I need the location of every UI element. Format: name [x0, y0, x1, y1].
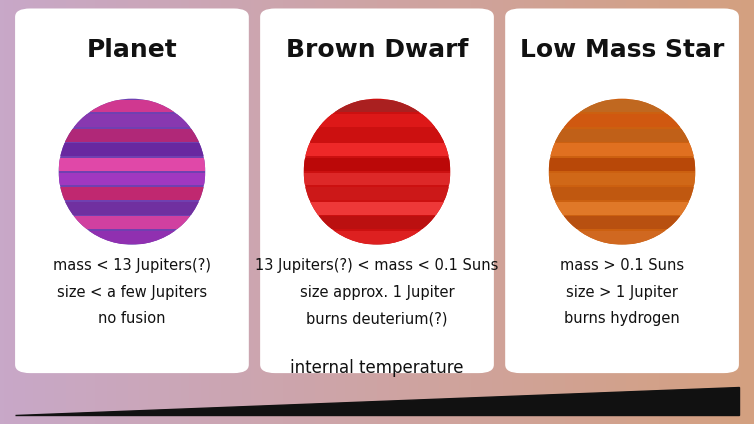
Bar	[549, 129, 695, 142]
Text: burns hydrogen: burns hydrogen	[564, 312, 680, 326]
Ellipse shape	[59, 99, 205, 245]
Bar	[304, 114, 450, 127]
Bar	[59, 216, 205, 229]
Text: size approx. 1 Jupiter: size approx. 1 Jupiter	[299, 285, 455, 300]
Ellipse shape	[549, 99, 695, 245]
Bar	[304, 129, 450, 142]
Bar	[59, 114, 205, 127]
Bar	[549, 187, 695, 200]
Bar	[549, 231, 695, 244]
FancyBboxPatch shape	[260, 8, 494, 373]
Text: Low Mass Star: Low Mass Star	[520, 38, 725, 62]
Bar	[59, 187, 205, 200]
FancyBboxPatch shape	[505, 8, 739, 373]
Text: internal temperature: internal temperature	[290, 359, 464, 377]
Bar	[304, 187, 450, 200]
Text: Planet: Planet	[87, 38, 177, 62]
Bar	[59, 173, 205, 185]
Ellipse shape	[304, 99, 450, 245]
Text: no fusion: no fusion	[98, 312, 166, 326]
Text: size > 1 Jupiter: size > 1 Jupiter	[566, 285, 678, 300]
Bar	[304, 173, 450, 185]
Text: burns deuterium(?): burns deuterium(?)	[306, 312, 448, 326]
Bar	[549, 100, 695, 112]
Bar	[549, 202, 695, 215]
Text: size < a few Jupiters: size < a few Jupiters	[57, 285, 207, 300]
Bar	[304, 143, 450, 156]
Bar	[59, 202, 205, 215]
Text: mass > 0.1 Suns: mass > 0.1 Suns	[560, 258, 684, 273]
Bar	[549, 114, 695, 127]
Ellipse shape	[304, 99, 450, 245]
Bar	[549, 216, 695, 229]
Text: 13 Jupiters(?) < mass < 0.1 Suns: 13 Jupiters(?) < mass < 0.1 Suns	[256, 258, 498, 273]
Bar	[59, 143, 205, 156]
FancyBboxPatch shape	[15, 8, 249, 373]
Bar	[304, 231, 450, 244]
Bar	[549, 143, 695, 156]
Bar	[59, 158, 205, 171]
Bar	[304, 100, 450, 112]
Bar	[59, 100, 205, 112]
Bar	[59, 129, 205, 142]
Bar	[549, 158, 695, 171]
Text: mass < 13 Jupiters(?): mass < 13 Jupiters(?)	[53, 258, 211, 273]
Bar	[304, 158, 450, 171]
Ellipse shape	[59, 99, 205, 245]
Polygon shape	[15, 387, 739, 415]
Ellipse shape	[549, 99, 695, 245]
Bar	[304, 202, 450, 215]
Bar	[304, 216, 450, 229]
Bar	[59, 231, 205, 244]
Text: Brown Dwarf: Brown Dwarf	[286, 38, 468, 62]
Bar	[549, 173, 695, 185]
